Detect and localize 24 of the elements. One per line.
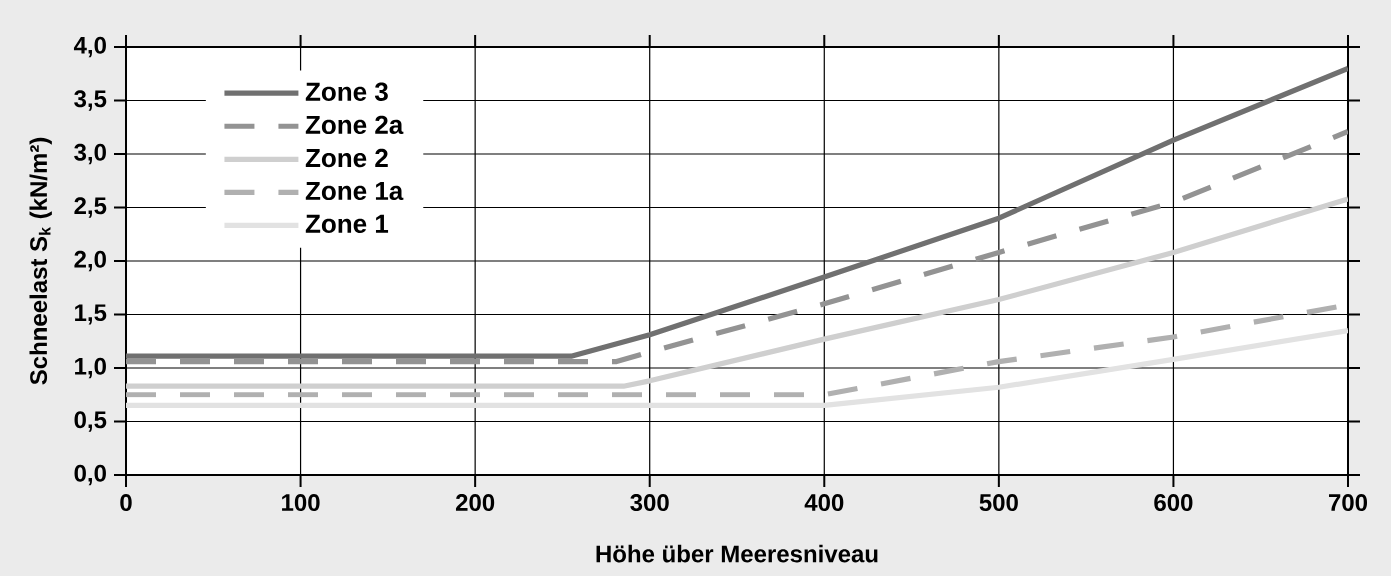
y-tick-label: 4,0 (73, 36, 106, 58)
legend-label: Zone 1a (305, 181, 404, 201)
x-tick-label: 300 (630, 494, 669, 512)
y-tick-label: 0,5 (74, 411, 107, 432)
x-tick-label: 100 (282, 494, 320, 512)
legend-label: Zone 3 (305, 82, 388, 101)
y-tick-label: 2,0 (74, 250, 106, 272)
x-tick-label: 0 (120, 494, 132, 512)
y-tick-label: 2,5 (74, 197, 107, 218)
legend-label: Zone 2 (305, 148, 388, 168)
x-tick-label: 200 (455, 494, 495, 512)
x-axis-title: Höhe über Meeresniveau (596, 544, 878, 563)
y-tick-label: 0,0 (74, 464, 106, 486)
legend-label: Zone 1 (305, 214, 389, 233)
x-tick-label: 500 (979, 494, 1018, 512)
x-tick-label: 400 (804, 494, 844, 512)
y-tick-label: 3,5 (74, 90, 107, 111)
y-tick-label: 1,0 (75, 357, 106, 379)
y-tick-label: 3,0 (74, 143, 106, 165)
x-tick-label: 700 (1329, 494, 1368, 512)
y-tick-label: 1,5 (75, 304, 107, 325)
legend-label: Zone 2a (305, 115, 404, 135)
y-axis-title: Schneelast S$_{k}$ (kN/m²) (29, 137, 52, 385)
x-tick-label: 600 (1154, 494, 1193, 512)
